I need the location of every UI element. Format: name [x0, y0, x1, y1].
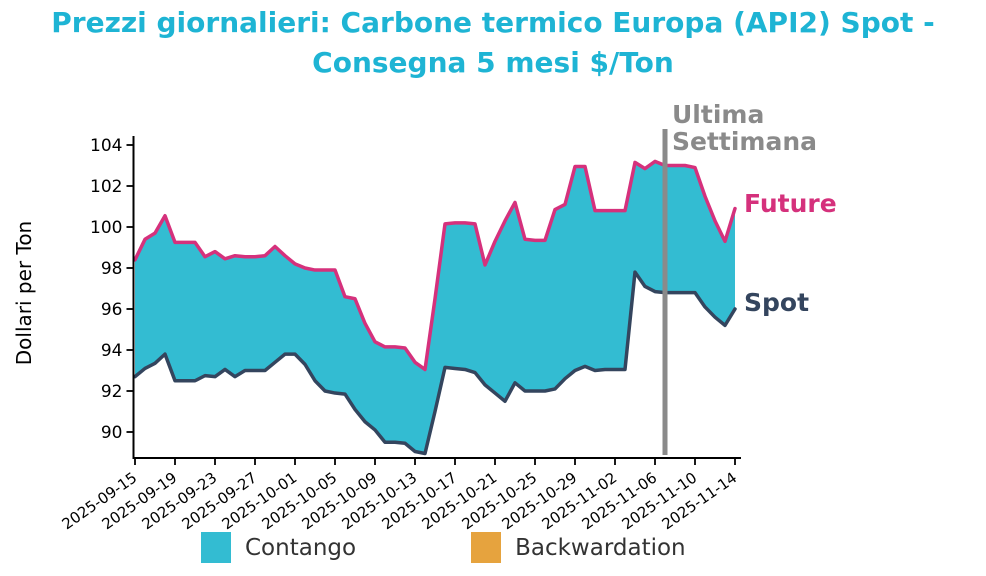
vline-annotation-line1: Ultima	[672, 100, 765, 129]
spot-line	[133, 270, 737, 456]
y-tick-label: 90	[101, 423, 123, 443]
y-tick-label: 92	[101, 382, 123, 402]
chart-title-line2: Consegna 5 mesi $/Ton	[312, 46, 674, 79]
spot-series-label: Spot	[744, 288, 810, 317]
y-tick-label: 98	[101, 259, 123, 279]
contango-label: Contango	[245, 534, 357, 561]
y-tick-label: 100	[90, 218, 122, 238]
y-tick-label: 94	[101, 341, 123, 361]
chart-title: Prezzi giornalieri: Carbone termico Euro…	[0, 3, 986, 83]
future-series-label: Future	[744, 189, 837, 218]
vline-annotation-line2: Settimana	[672, 127, 818, 156]
legend-item-contango: Contango	[201, 532, 356, 563]
chart-title-line1: Prezzi giornalieri: Carbone termico Euro…	[51, 6, 935, 39]
legend: Contango Backwardation	[201, 532, 686, 563]
y-tick-label: 102	[90, 177, 122, 197]
contango-swatch	[201, 532, 231, 563]
backwardation-label: Backwardation	[515, 534, 686, 561]
backwardation-swatch	[471, 532, 502, 563]
y-tick-label: 104	[90, 136, 122, 156]
future-line	[133, 159, 737, 372]
vline-annotation: Ultima Settimana	[672, 101, 817, 155]
y-tick-label: 96	[101, 300, 123, 320]
legend-item-backwardation: Backwardation	[471, 532, 686, 563]
